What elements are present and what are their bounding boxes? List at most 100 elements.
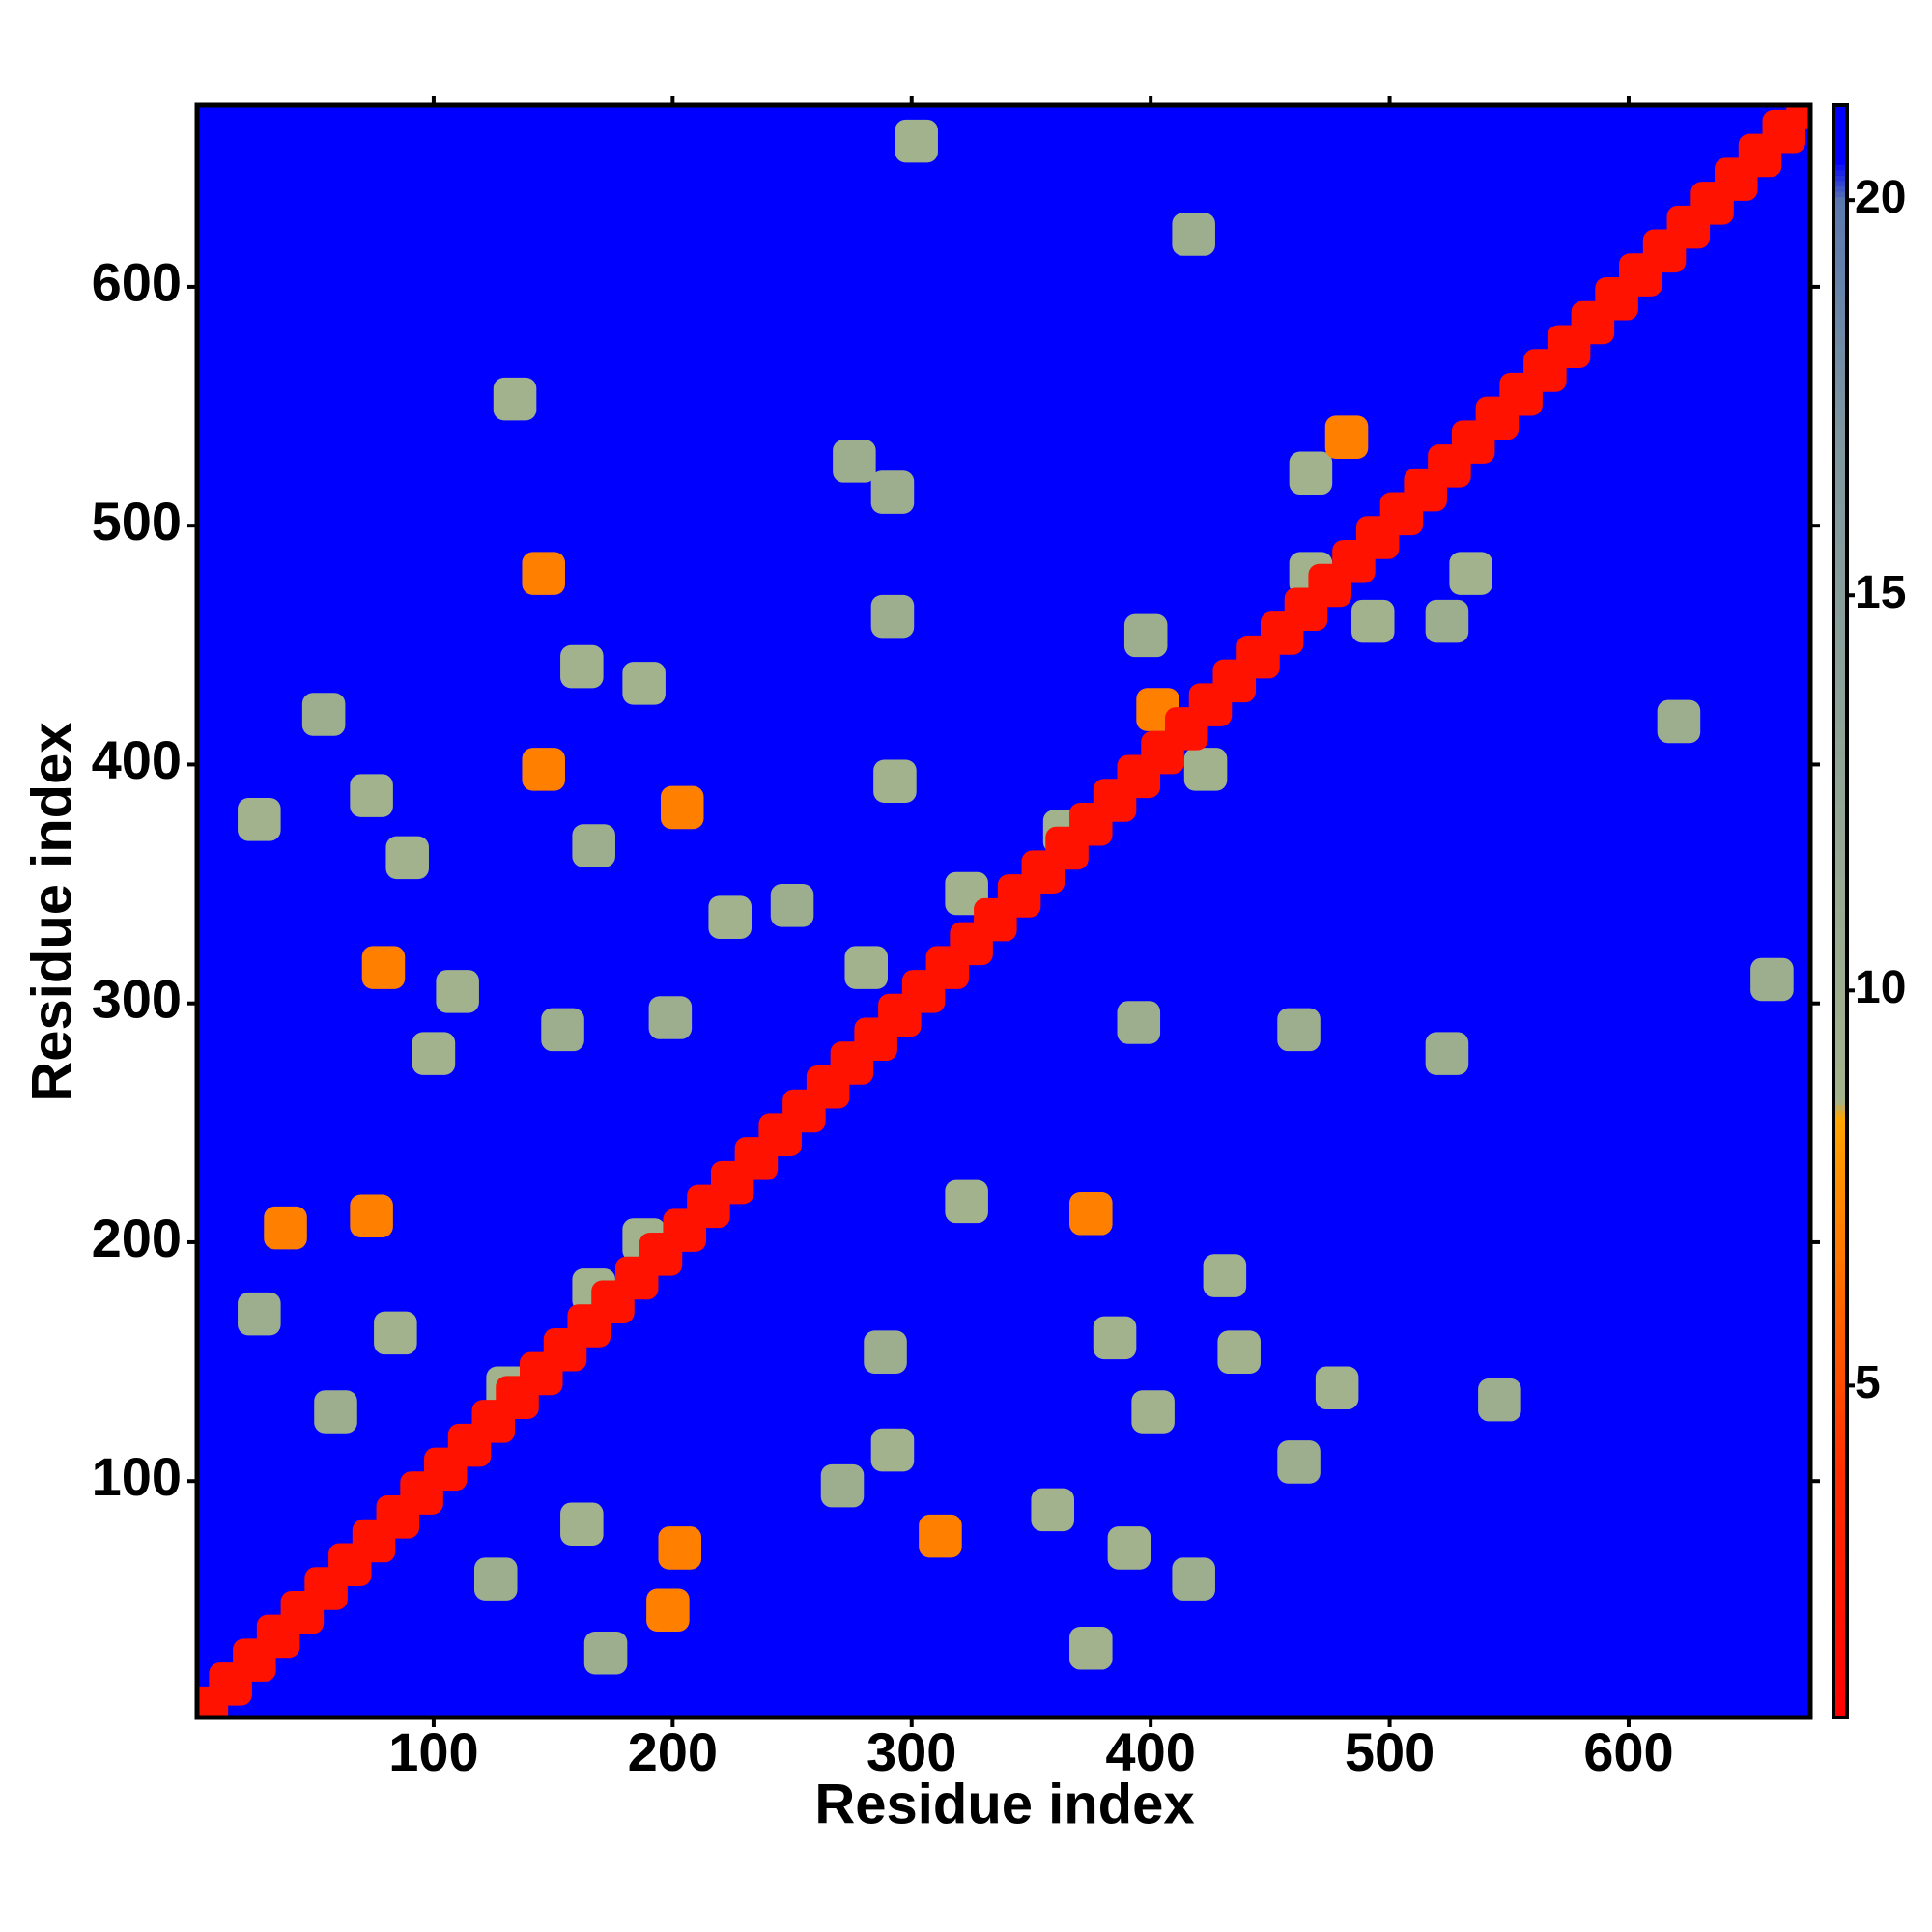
colorbar-segment (1833, 131, 1847, 138)
colorbar-segment (1833, 374, 1847, 381)
colorbar-segment (1833, 481, 1847, 488)
colorbar-segment (1833, 1427, 1847, 1434)
colorbar-segment (1833, 486, 1847, 494)
colorbar-segment (1833, 578, 1847, 584)
colorbar-segment (1833, 879, 1847, 886)
colorbar-segment (1833, 1545, 1847, 1552)
colorbar-segment (1833, 508, 1847, 515)
colorbar-segment (1833, 341, 1847, 348)
colorbar-segment (1833, 680, 1847, 687)
colorbar-segment (1833, 110, 1847, 117)
colorbar-segment (1833, 1293, 1847, 1299)
cell (919, 1514, 962, 1558)
colorbar-segment (1833, 986, 1847, 993)
colorbar-segment (1833, 282, 1847, 289)
colorbar-segment (1833, 207, 1847, 213)
colorbar-segment (1833, 1255, 1847, 1262)
colorbar-segment (1833, 202, 1847, 209)
colorbar-segment (1833, 605, 1847, 611)
colorbar-segment (1833, 723, 1847, 729)
colorbar-segment (1833, 314, 1847, 322)
colorbar-segment (1833, 454, 1847, 461)
colorbar-segment (1833, 561, 1847, 569)
colorbar-segment (1833, 863, 1847, 869)
colorbar-segment (1833, 1265, 1847, 1272)
colorbar-segment (1833, 626, 1847, 633)
colorbar-segment (1833, 1056, 1847, 1063)
colorbar-segment (1833, 1234, 1847, 1240)
colorbar-segment (1833, 712, 1847, 719)
colorbar-segment (1833, 1115, 1847, 1122)
colorbar-segment (1833, 535, 1847, 542)
colorbar-segment (1833, 809, 1847, 815)
colorbar-segment (1833, 368, 1847, 375)
colorbar-segment (1833, 1347, 1847, 1353)
colorbar-segment (1833, 739, 1847, 746)
colorbar-segment (1833, 400, 1847, 408)
colorbar-segment (1833, 1582, 1847, 1590)
colorbar-segment (1833, 1324, 1847, 1332)
colorbar-segment (1833, 1599, 1847, 1605)
colorbar-segment (1833, 1378, 1847, 1385)
colorbar-segment (1833, 804, 1847, 810)
colorbar-segment (1833, 352, 1847, 359)
colorbar-segment (1833, 1008, 1847, 1014)
colorbar-segment (1833, 142, 1847, 150)
x-tick-label: 600 (1583, 1721, 1673, 1782)
colorbar-segment (1833, 1217, 1847, 1224)
colorbar-segment (1833, 217, 1847, 224)
cell (361, 946, 406, 989)
colorbar-segment (1833, 997, 1847, 1004)
cell (1277, 1008, 1321, 1052)
colorbar-segment (1833, 1609, 1847, 1616)
colorbar-segment (1833, 1550, 1847, 1557)
colorbar-segment (1833, 1492, 1847, 1498)
colorbar-segment (1833, 691, 1847, 697)
colorbar-segment (1833, 1389, 1847, 1396)
colorbar-segment (1833, 175, 1847, 182)
colorbar-segment (1833, 1437, 1847, 1444)
colorbar-segment (1833, 718, 1847, 724)
colorbar-segment (1833, 1605, 1847, 1611)
cell (301, 693, 346, 736)
y-axis-title: Residue index (20, 722, 83, 1101)
colorbar-segment (1833, 234, 1847, 241)
colorbar-segment (1833, 556, 1847, 563)
colorbar-segment (1833, 1642, 1847, 1649)
colorbar-segment (1833, 1433, 1847, 1439)
colorbar-segment (1833, 1422, 1847, 1429)
colorbar-segment (1833, 1238, 1847, 1246)
colorbar-segment (1833, 976, 1847, 982)
colorbar-segment (1833, 857, 1847, 865)
colorbar-segment (1833, 1454, 1847, 1461)
colorbar-segment (1833, 1685, 1847, 1691)
cell (572, 824, 615, 867)
cell (541, 1008, 584, 1052)
colorbar-segment (1833, 244, 1847, 251)
colorbar-segment (1833, 943, 1847, 951)
colorbar-segment (1833, 379, 1847, 385)
colorbar-segment (1833, 760, 1847, 767)
colorbar-segment (1833, 1496, 1847, 1504)
colorbar-segment (1833, 1567, 1847, 1574)
colorbar-segment (1833, 1620, 1847, 1628)
colorbar-tick-label: 10 (1855, 962, 1906, 1013)
colorbar-segment (1833, 266, 1847, 273)
cell (385, 836, 429, 880)
cell (493, 377, 537, 421)
colorbar-segment (1833, 793, 1847, 800)
y-tick-label: 500 (92, 491, 182, 552)
colorbar-segment (1833, 277, 1847, 284)
colorbar-segment (1833, 1282, 1847, 1289)
colorbar-segment (1833, 669, 1847, 676)
colorbar-segment (1833, 497, 1847, 504)
colorbar-segment (1833, 781, 1847, 789)
colorbar-segment (1833, 615, 1847, 622)
colorbar-segment (1833, 884, 1847, 891)
colorbar-segment (1833, 293, 1847, 299)
colorbar-segment (1833, 519, 1847, 526)
colorbar-segment (1833, 980, 1847, 987)
colorbar-segment (1833, 121, 1847, 128)
colorbar-segment (1833, 750, 1847, 756)
cell (833, 440, 876, 483)
